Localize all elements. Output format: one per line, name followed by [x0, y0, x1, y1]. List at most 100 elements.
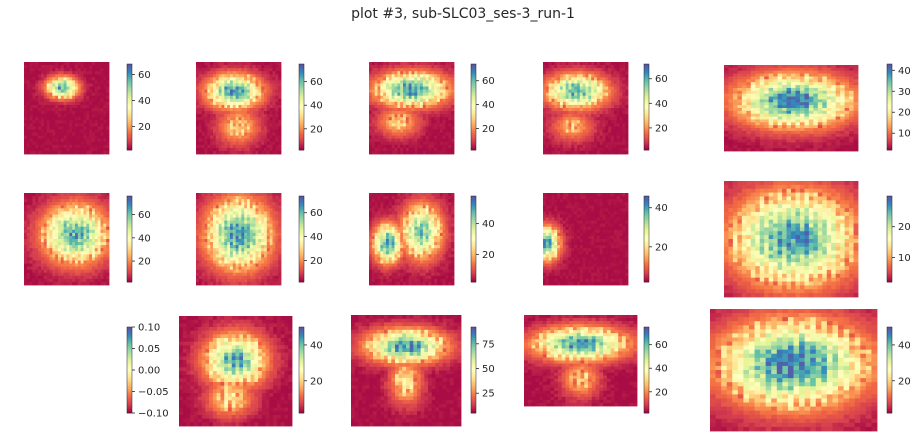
heatmap-cell: [100, 138, 104, 143]
heatmap-cell: [732, 99, 738, 103]
heatmap-cell: [269, 68, 273, 72]
heatmap-cell: [266, 141, 271, 146]
heatmap-cell: [728, 99, 734, 103]
heatmap-cell: [266, 120, 271, 124]
heatmap-cell: [383, 77, 387, 81]
heatmap-cell: [100, 83, 104, 87]
heatmap-cell: [196, 77, 200, 81]
heatmap-cell: [448, 83, 452, 87]
heatmap-cell: [411, 62, 415, 66]
heatmap-cell: [732, 148, 738, 152]
heatmap-cell: [782, 145, 787, 149]
heatmap-cell: [386, 138, 390, 143]
heatmap-cell: [574, 111, 578, 115]
heatmap-cell: [622, 92, 626, 97]
heatmap-cell: [616, 95, 620, 100]
heatmap-cell: [66, 147, 70, 152]
heatmap-cell: [786, 113, 792, 117]
heatmap-cell: [24, 123, 28, 127]
heatmap-cell: [106, 101, 110, 106]
heatmap-cell: [100, 104, 104, 109]
heatmap-cell: [264, 95, 268, 100]
colorbar-segment: [644, 147, 649, 151]
heatmap-cell: [97, 71, 101, 75]
heatmap-cell: [221, 95, 225, 100]
heatmap-cell: [622, 132, 626, 136]
heatmap-cell: [437, 129, 441, 133]
heatmap-cell: [52, 111, 56, 115]
heatmap-cell: [434, 132, 438, 136]
heatmap-cell: [249, 65, 254, 69]
heatmap-cell: [408, 141, 412, 146]
heatmap-cell: [258, 89, 262, 94]
heatmap-cell: [207, 144, 211, 149]
heatmap-cell: [817, 119, 823, 123]
heatmap-cell: [425, 132, 429, 136]
heatmap-cell: [235, 95, 239, 100]
heatmap-cell: [428, 77, 432, 81]
heatmap-cell: [52, 77, 56, 81]
heatmap-cell: [218, 86, 222, 90]
heatmap-cell: [235, 98, 239, 103]
heatmap-cell: [255, 68, 259, 72]
heatmap-cell: [391, 77, 395, 81]
heatmap-cell: [227, 68, 231, 72]
heatmap-cell: [371, 80, 376, 84]
heatmap-cell: [210, 68, 214, 72]
heatmap-cell: [451, 86, 455, 90]
heatmap-cell: [557, 83, 561, 87]
heatmap-cell: [582, 101, 586, 106]
heatmap-cell: [420, 89, 424, 94]
heatmap-cell: [786, 116, 792, 120]
heatmap-cell: [741, 79, 747, 83]
heatmap-cell: [750, 119, 756, 123]
heatmap-cell: [255, 83, 259, 87]
heatmap-cell: [46, 196, 50, 200]
heatmap-cell: [759, 96, 765, 100]
heatmap-cell: [548, 62, 552, 66]
heatmap-cell: [371, 83, 376, 87]
heatmap-cell: [565, 74, 569, 78]
heatmap-cell: [63, 123, 67, 127]
heatmap-cell: [63, 89, 67, 94]
heatmap-cell: [383, 83, 387, 87]
heatmap-cell: [38, 92, 42, 97]
heatmap-cell: [750, 142, 756, 146]
heatmap-cell: [92, 108, 96, 112]
heatmap-cell: [442, 108, 446, 112]
heatmap-cell: [38, 83, 42, 87]
heatmap-cell: [795, 76, 801, 80]
heatmap-cell: [46, 214, 50, 218]
heatmap-cell: [853, 145, 859, 149]
heatmap-cell: [97, 138, 101, 143]
heatmap-cell: [431, 150, 435, 155]
heatmap-cell: [420, 101, 424, 106]
heatmap-cell: [63, 104, 67, 109]
heatmap-cell: [60, 89, 65, 94]
heatmap-cell: [437, 141, 441, 146]
heatmap-cell: [817, 73, 823, 77]
heatmap-cell: [400, 141, 404, 146]
heatmap-cell: [249, 108, 254, 112]
heatmap-cell: [46, 199, 50, 203]
heatmap-cell: [97, 199, 101, 203]
heatmap-cell: [46, 111, 50, 115]
heatmap-cell: [210, 144, 214, 149]
heatmap-cell: [49, 62, 53, 66]
heatmap-cell: [417, 104, 421, 109]
heatmap-cell: [41, 199, 45, 203]
heatmap-cell: [380, 89, 384, 94]
heatmap-cell: [777, 82, 783, 86]
heatmap-cell: [388, 144, 393, 149]
heatmap-cell: [613, 126, 618, 130]
heatmap-cell: [611, 141, 615, 146]
heatmap-cell: [791, 85, 796, 89]
heatmap-cell: [29, 217, 33, 221]
heatmap-cell: [759, 113, 765, 117]
heatmap-cell: [571, 126, 575, 130]
heatmap-cell: [448, 138, 452, 143]
heatmap-cell: [207, 77, 211, 81]
heatmap-cell: [103, 126, 107, 130]
heatmap-cell: [386, 123, 390, 127]
heatmap-cell: [579, 104, 584, 109]
